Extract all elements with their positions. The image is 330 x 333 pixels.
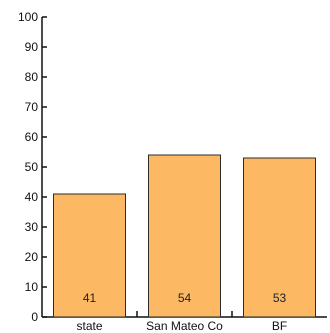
y-tick-label: 40 (25, 190, 39, 204)
x-tick-label: BF (272, 319, 287, 333)
y-tick-label: 60 (25, 130, 39, 144)
bar (148, 154, 221, 318)
bar-value-label: 53 (273, 291, 287, 305)
y-tick-label: 30 (25, 220, 39, 234)
x-tick-label: state (76, 319, 102, 333)
y-tick-label: 70 (25, 100, 39, 114)
x-tick-label: San Mateo Co (146, 319, 223, 333)
y-tick-label: 50 (25, 160, 39, 174)
bar-value-label: 41 (83, 291, 97, 305)
y-tick-label: 10 (25, 280, 39, 294)
bar (53, 193, 126, 318)
data-labels: 41 54 53 (83, 291, 287, 305)
y-tick-label: 90 (25, 40, 39, 54)
y-tick-label: 80 (25, 70, 39, 84)
y-tick-label: 0 (31, 310, 38, 324)
y-tick-label: 20 (25, 250, 39, 264)
bar-value-label: 54 (178, 291, 192, 305)
bars (53, 154, 316, 318)
y-axis: 0 10 20 30 40 50 60 70 80 90 100 (18, 10, 47, 324)
bar (243, 157, 316, 318)
y-tick-label: 100 (18, 10, 38, 24)
